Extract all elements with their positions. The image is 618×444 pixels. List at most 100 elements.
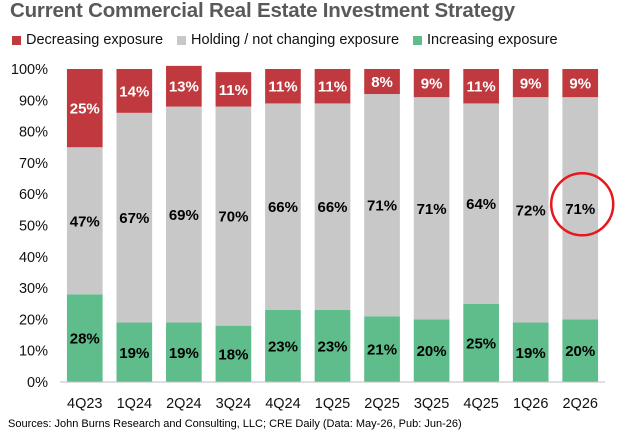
x-tick-label: 3Q25 [414, 396, 449, 412]
data-label: 11% [219, 82, 248, 99]
legend-label-holding: Holding / not changing exposure [191, 32, 400, 48]
data-label: 71% [367, 198, 397, 215]
bar-2q24-decreasing [166, 65, 202, 107]
bar-2q24-holding [166, 106, 202, 323]
y-tick-label: 30% [19, 281, 48, 297]
data-label: 20% [417, 343, 447, 360]
data-label: 11% [318, 79, 347, 96]
data-label: 21% [367, 342, 397, 359]
bar-2q26-holding [562, 97, 599, 320]
y-tick-label: 80% [19, 125, 48, 141]
bar-3q24-increasing [215, 325, 252, 382]
legend-swatch-increasing [413, 35, 423, 45]
data-label: 64% [466, 196, 496, 213]
data-label: 25% [466, 335, 496, 352]
x-tick-label: 2Q25 [364, 396, 399, 412]
bar-4q23-holding [66, 147, 103, 295]
x-tick-label: 1Q26 [513, 396, 548, 412]
y-tick-label: 0% [27, 375, 48, 391]
y-tick-label: 70% [19, 156, 48, 172]
y-tick-label: 90% [19, 93, 48, 109]
bar-2q24-increasing [166, 322, 202, 382]
bar-4q25-increasing [463, 303, 499, 382]
legend-label-decreasing: Decreasing exposure [26, 32, 164, 48]
data-label: 67% [119, 210, 149, 227]
y-tick-label: 10% [19, 344, 48, 360]
data-label: 20% [565, 343, 595, 360]
legend-item-increasing: Increasing exposure [413, 32, 558, 48]
bar-3q24-holding [215, 106, 252, 326]
bar-4q23-increasing [66, 294, 103, 382]
legend-swatch-decreasing [12, 35, 21, 45]
x-tick-label: 3Q24 [216, 396, 251, 412]
data-label: 72% [516, 202, 546, 219]
bar-3q24-decreasing [215, 72, 252, 107]
data-label: 71% [565, 201, 595, 218]
x-tick-label: 1Q24 [117, 396, 152, 412]
legend-item-decreasing: Decreasing exposure [12, 32, 163, 48]
bar-1q24-decreasing [116, 69, 153, 113]
data-label: 19% [169, 345, 199, 362]
y-tick-label: 60% [19, 187, 48, 203]
bar-2q25-increasing [364, 316, 400, 382]
data-label: 23% [317, 339, 347, 356]
data-label: 11% [268, 79, 297, 96]
chart-title: Current Commercial Real Estate Investmen… [10, 0, 515, 22]
bar-4q25-holding [463, 103, 499, 304]
bar-2q26-decreasing [562, 69, 599, 98]
legend-label-increasing: Increasing exposure [427, 32, 558, 48]
bar-3q25-increasing [413, 319, 450, 382]
y-tick-label: 100% [11, 62, 48, 78]
data-label: 23% [268, 339, 298, 356]
data-label: 19% [119, 345, 149, 362]
data-label: 28% [70, 331, 100, 348]
data-label: 47% [70, 213, 100, 230]
data-label: 66% [268, 199, 298, 216]
data-label: 25% [70, 101, 100, 118]
bar-2q25-decreasing [364, 69, 400, 95]
highlight-circle [549, 172, 615, 237]
legend-item-holding: Holding / not changing exposure [177, 32, 399, 48]
x-tick-label: 4Q23 [67, 396, 102, 412]
data-label: 70% [218, 209, 248, 226]
data-label: 14% [119, 83, 149, 100]
bar-4q24-increasing [265, 310, 301, 382]
bar-1q24-increasing [116, 322, 153, 382]
legend-swatch-holding [177, 35, 187, 45]
data-label: 69% [169, 207, 199, 224]
x-tick-label: 4Q24 [265, 396, 300, 412]
x-tick-label: 2Q26 [562, 396, 597, 412]
bar-2q26-increasing [562, 319, 599, 382]
data-label: 13% [169, 79, 199, 96]
data-label: 9% [421, 76, 443, 93]
bar-4q25-decreasing [463, 69, 499, 104]
data-label: 19% [516, 345, 546, 362]
x-tick-label: 2Q24 [166, 396, 201, 412]
bar-2q25-holding [364, 94, 400, 317]
source-note: Sources: John Burns Research and Consult… [8, 418, 462, 430]
bar-4q23-decreasing [66, 69, 103, 148]
bar-1q24-holding [116, 112, 153, 323]
data-label: 11% [467, 79, 496, 96]
data-label: 8% [371, 74, 393, 91]
data-label: 66% [317, 199, 347, 216]
bar-1q25-increasing [314, 310, 351, 382]
y-tick-label: 40% [19, 250, 48, 266]
x-tick-label: 4Q25 [463, 396, 498, 412]
bar-1q26-increasing [512, 322, 549, 382]
bar-1q25-decreasing [314, 69, 351, 104]
bar-3q25-holding [413, 97, 450, 320]
y-tick-label: 50% [19, 219, 48, 235]
bar-1q26-holding [512, 97, 549, 323]
bar-1q25-holding [314, 103, 351, 311]
legend: Decreasing exposure Holding / not changi… [12, 32, 572, 48]
data-label: 18% [218, 346, 248, 363]
x-tick-label: 1Q25 [315, 396, 350, 412]
y-tick-label: 20% [19, 312, 48, 328]
data-label: 9% [520, 76, 542, 93]
bar-3q25-decreasing [413, 69, 450, 98]
bar-4q24-holding [265, 103, 301, 311]
data-label: 9% [569, 76, 591, 93]
bar-4q24-decreasing [265, 69, 301, 104]
